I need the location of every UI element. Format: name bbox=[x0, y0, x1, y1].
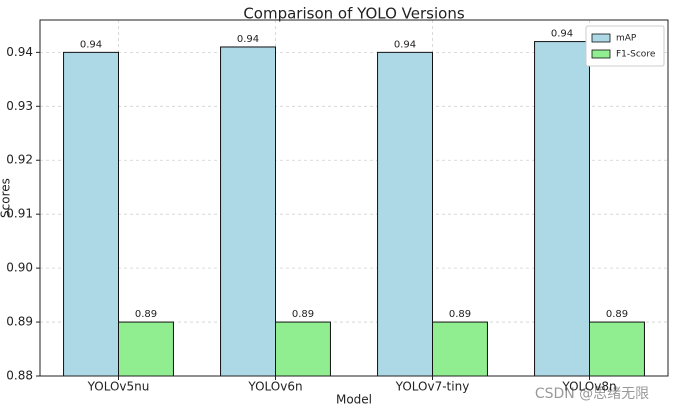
legend-swatch bbox=[591, 49, 611, 59]
bar bbox=[432, 321, 488, 377]
x-tick-label: YOLOv5nu bbox=[87, 380, 150, 394]
bar bbox=[589, 321, 645, 377]
legend-box bbox=[585, 25, 665, 67]
x-tick-label: YOLOv7-tiny bbox=[395, 380, 470, 394]
value-label: 0.94 bbox=[551, 29, 573, 40]
bar bbox=[534, 41, 590, 377]
value-label: 0.89 bbox=[449, 309, 471, 320]
bar bbox=[220, 46, 277, 377]
y-tick-label: 0.88 bbox=[6, 369, 33, 383]
y-tick-label: 0.94 bbox=[6, 45, 33, 59]
value-label: 0.94 bbox=[237, 34, 259, 45]
bar bbox=[118, 321, 174, 377]
value-label: 0.89 bbox=[292, 309, 314, 320]
y-tick-label: 0.89 bbox=[6, 315, 33, 329]
y-axis-label: Scores bbox=[0, 178, 13, 218]
bar bbox=[63, 51, 119, 377]
legend: mAP F1-Score bbox=[585, 25, 665, 67]
plot-frame bbox=[39, 19, 669, 377]
bar bbox=[275, 321, 331, 377]
value-label: 0.94 bbox=[80, 39, 102, 50]
value-label: 0.89 bbox=[135, 309, 157, 320]
y-tick-label: 0.90 bbox=[6, 261, 33, 275]
y-tick-label: 0.93 bbox=[6, 99, 33, 113]
y-tick-label: 0.92 bbox=[6, 153, 33, 167]
value-label: 0.89 bbox=[606, 309, 628, 320]
bar bbox=[377, 51, 433, 377]
legend-label: mAP bbox=[616, 34, 637, 44]
x-tick-label: YOLOv6n bbox=[247, 380, 302, 394]
chart-title: Comparison of YOLO Versions bbox=[243, 5, 465, 23]
legend-swatch bbox=[591, 33, 611, 43]
legend-label: F1-Score bbox=[616, 50, 656, 60]
y-tick-label: 0.91 bbox=[6, 207, 33, 221]
watermark: CSDN @思绪无限 bbox=[535, 386, 649, 402]
value-label: 0.94 bbox=[394, 39, 416, 50]
x-tick-label: YOLOv8n bbox=[561, 380, 616, 394]
x-axis-label: Model bbox=[336, 393, 372, 407]
